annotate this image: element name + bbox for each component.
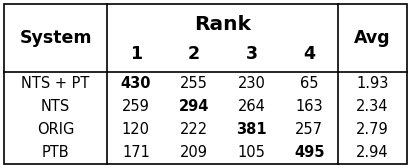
Text: 222: 222 (180, 122, 208, 137)
Text: 171: 171 (122, 145, 150, 160)
Text: 1.93: 1.93 (356, 76, 389, 91)
Text: 65: 65 (300, 76, 319, 91)
Text: ORIG: ORIG (37, 122, 74, 137)
Text: NTS + PT: NTS + PT (21, 76, 90, 91)
Text: 209: 209 (180, 145, 208, 160)
Text: 430: 430 (120, 76, 151, 91)
Text: 105: 105 (238, 145, 266, 160)
Text: System: System (19, 29, 92, 47)
Text: 255: 255 (180, 76, 208, 91)
Text: 264: 264 (238, 99, 266, 114)
Text: 294: 294 (178, 99, 209, 114)
Text: 2.94: 2.94 (356, 145, 389, 160)
Text: 163: 163 (296, 99, 323, 114)
Text: PTB: PTB (42, 145, 69, 160)
Text: 230: 230 (238, 76, 266, 91)
Text: 495: 495 (294, 145, 324, 160)
Text: 120: 120 (122, 122, 150, 137)
Text: Rank: Rank (194, 15, 251, 34)
Text: NTS: NTS (41, 99, 70, 114)
Text: 381: 381 (236, 122, 267, 137)
Text: 1: 1 (130, 45, 142, 63)
Text: 3: 3 (245, 45, 257, 63)
Text: 2: 2 (187, 45, 200, 63)
Text: 2.34: 2.34 (356, 99, 389, 114)
Text: Avg: Avg (354, 29, 391, 47)
Text: 257: 257 (295, 122, 323, 137)
Text: 4: 4 (303, 45, 315, 63)
Text: 259: 259 (122, 99, 150, 114)
Text: 2.79: 2.79 (356, 122, 389, 137)
